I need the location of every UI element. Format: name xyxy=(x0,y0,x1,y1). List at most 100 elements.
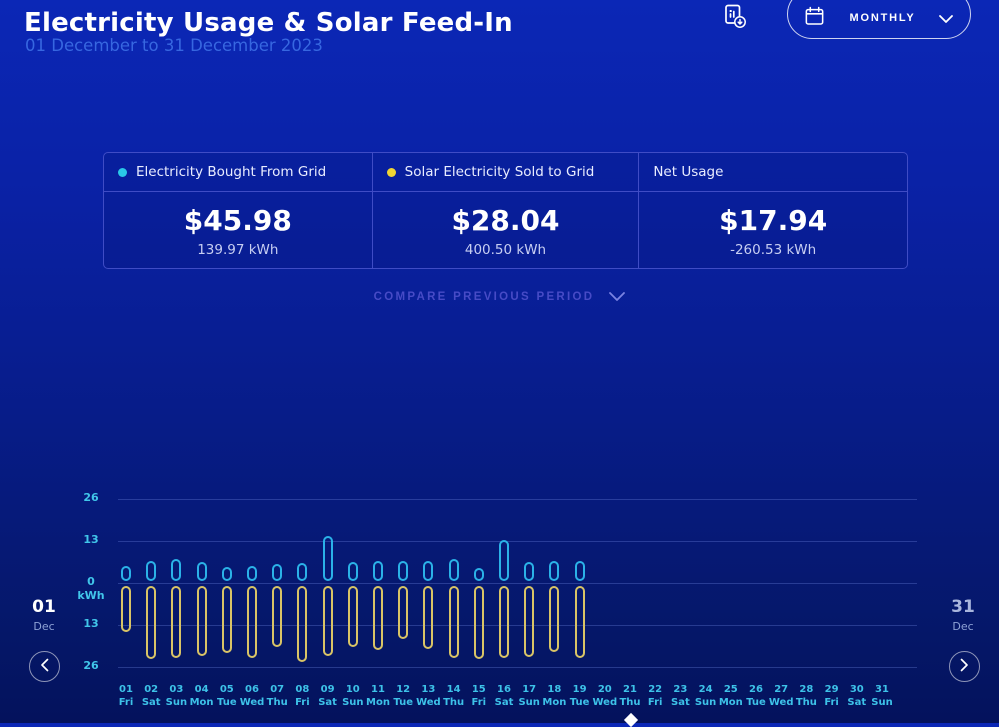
x-axis-day-label: 15 Fri xyxy=(471,684,487,708)
bar-electricity-bought[interactable] xyxy=(146,560,157,581)
bar-electricity-bought[interactable] xyxy=(121,566,131,581)
bar-electricity-bought[interactable] xyxy=(499,539,509,581)
previous-period-button[interactable] xyxy=(29,651,60,682)
bar-solar-sold[interactable] xyxy=(473,586,484,660)
chevron-down-icon xyxy=(609,289,626,304)
bar-solar-sold[interactable] xyxy=(448,586,459,659)
bar-electricity-bought[interactable] xyxy=(297,563,308,581)
net-price: $17.94 xyxy=(719,203,828,237)
x-axis-day-label: 19 Tue xyxy=(569,684,590,708)
bar-solar-sold[interactable] xyxy=(196,586,207,657)
chevron-left-icon xyxy=(40,658,49,675)
chart-gridline xyxy=(118,667,917,668)
bar-electricity-bought[interactable] xyxy=(448,559,459,581)
x-axis-day-label: 30 Sat xyxy=(847,684,867,708)
compare-previous-period-button[interactable]: COMPARE PREVIOUS PERIOD xyxy=(0,288,999,305)
x-axis-day-label: 08 Fri xyxy=(295,684,310,708)
period-selector-label: MONTHLY xyxy=(849,12,916,24)
bar-solar-sold[interactable] xyxy=(423,586,434,650)
x-axis-day-label: 28 Thu xyxy=(795,684,817,708)
bar-electricity-bought[interactable] xyxy=(196,562,207,581)
summary-header-net-label: Net Usage xyxy=(653,164,724,180)
chevron-right-icon xyxy=(960,658,969,675)
x-axis-day-label: 03 Sun xyxy=(165,684,188,708)
bar-solar-sold[interactable] xyxy=(398,586,409,640)
chevron-down-icon xyxy=(939,11,953,26)
x-axis-day-label: 14 Thu xyxy=(443,684,465,708)
bar-solar-sold[interactable] xyxy=(121,586,131,632)
summary-header-net: Net Usage xyxy=(639,153,907,192)
bar-electricity-bought[interactable] xyxy=(322,536,333,581)
x-axis-day-label: 10 Sun xyxy=(342,684,364,708)
x-axis-day-label: 01 Fri xyxy=(118,684,134,708)
bar-solar-sold[interactable] xyxy=(549,586,560,652)
x-axis-day-label: 20 Wed xyxy=(592,684,618,708)
range-end-month: Dec xyxy=(952,620,974,633)
summary-value-bought: $45.98 139.97 kWh xyxy=(104,192,372,268)
sold-legend-dot-icon xyxy=(386,167,396,177)
bar-solar-sold[interactable] xyxy=(322,586,333,657)
x-axis-day-label: 11 Mon xyxy=(366,684,390,708)
bar-electricity-bought[interactable] xyxy=(574,560,585,581)
bought-legend-dot-icon xyxy=(118,167,127,177)
x-axis-day-label: 29 Fri xyxy=(824,684,839,708)
x-axis-day-label: 09 Sat xyxy=(318,684,337,708)
bar-solar-sold[interactable] xyxy=(171,586,182,659)
x-axis-day-label: 05 Tue xyxy=(216,684,237,708)
bar-solar-sold[interactable] xyxy=(499,586,509,658)
y-axis-tick-label: 0 xyxy=(87,575,95,588)
x-axis-day-label: 26 Tue xyxy=(746,684,766,708)
bar-electricity-bought[interactable] xyxy=(423,560,434,581)
bar-solar-sold[interactable] xyxy=(272,586,283,648)
x-axis-day-label: 25 Mon xyxy=(718,684,743,708)
bar-solar-sold[interactable] xyxy=(347,586,358,648)
bar-solar-sold[interactable] xyxy=(574,586,585,659)
date-range: 01 December to 31 December 2023 xyxy=(25,36,323,55)
export-report-icon xyxy=(719,4,751,36)
chart-gridline xyxy=(118,540,917,542)
net-energy: -260.53 kWh xyxy=(730,241,817,258)
summary-header-sold: Solar Electricity Sold to Grid xyxy=(371,153,640,192)
summary-table: Electricity Bought From Grid Solar Elect… xyxy=(103,152,908,269)
bar-solar-sold[interactable] xyxy=(524,586,535,657)
bar-solar-sold[interactable] xyxy=(373,586,383,650)
range-end-label: 31 Dec xyxy=(943,597,983,633)
x-axis-day-label: 06 Wed xyxy=(239,684,265,708)
bar-electricity-bought[interactable] xyxy=(524,562,535,581)
x-axis-day-label: 24 Sun xyxy=(694,684,717,708)
bought-energy: 139.97 kWh xyxy=(197,241,279,258)
x-axis-day-label: 02 Sat xyxy=(141,684,161,708)
calendar-icon xyxy=(803,5,826,31)
bar-electricity-bought[interactable] xyxy=(373,560,383,581)
bar-electricity-bought[interactable] xyxy=(549,560,560,581)
range-start-day: 01 xyxy=(32,597,56,617)
x-axis-day-label: 17 Sun xyxy=(518,684,540,708)
bar-solar-sold[interactable] xyxy=(297,586,308,662)
compare-previous-period-label: COMPARE PREVIOUS PERIOD xyxy=(373,290,595,303)
bar-electricity-bought[interactable] xyxy=(221,567,232,581)
summary-header-bought-label: Electricity Bought From Grid xyxy=(136,164,327,180)
x-axis-day-label: 27 Wed xyxy=(768,684,794,708)
export-report-button[interactable] xyxy=(718,1,752,33)
chart-gridline xyxy=(118,498,917,500)
summary-value-net: $17.94 -260.53 kWh xyxy=(639,192,907,268)
x-axis-day-label: 12 Tue xyxy=(393,684,413,708)
x-axis-day-label: 07 Thu xyxy=(266,684,288,708)
bar-electricity-bought[interactable] xyxy=(272,564,283,581)
x-axis-day-label: 23 Sat xyxy=(671,684,690,708)
bar-electricity-bought[interactable] xyxy=(347,561,358,581)
next-period-button[interactable] xyxy=(949,651,980,682)
bar-electricity-bought[interactable] xyxy=(398,560,409,581)
x-axis-day-label: 18 Mon xyxy=(542,684,567,708)
range-start-month: Dec xyxy=(33,620,55,633)
bar-solar-sold[interactable] xyxy=(221,586,232,654)
bar-solar-sold[interactable] xyxy=(146,586,157,660)
range-end-day: 31 xyxy=(951,597,975,617)
bought-price: $45.98 xyxy=(183,203,292,237)
bar-electricity-bought[interactable] xyxy=(247,566,257,581)
bar-electricity-bought[interactable] xyxy=(473,567,484,581)
x-axis-day-label: 31 Sun xyxy=(871,684,893,708)
bar-electricity-bought[interactable] xyxy=(171,559,182,581)
bar-solar-sold[interactable] xyxy=(247,586,257,659)
